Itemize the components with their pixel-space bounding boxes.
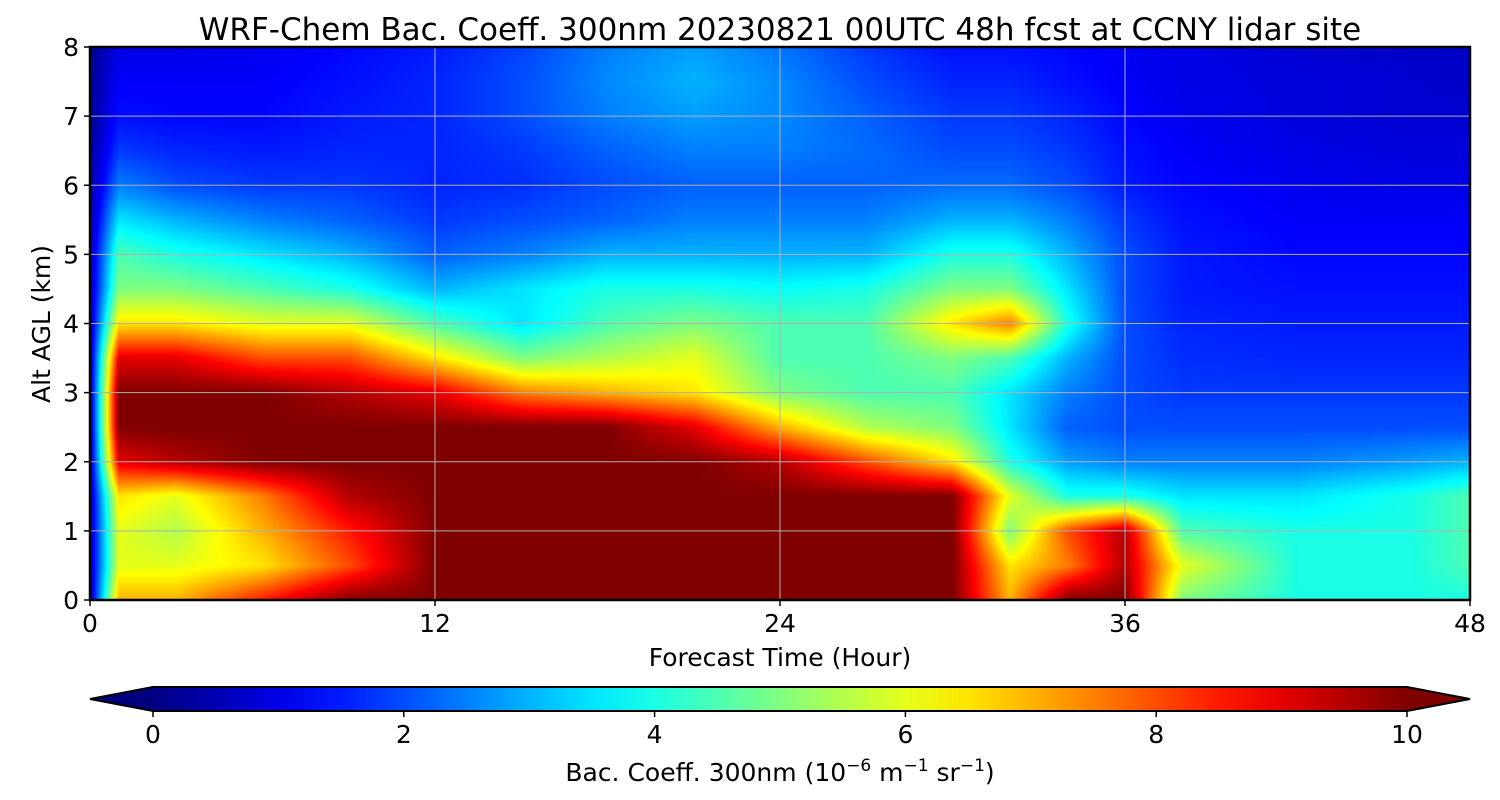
colorbar-gradient (153, 687, 1407, 711)
colorbar-over-arrow (1407, 687, 1470, 711)
colorbar-tick-label: 2 (396, 720, 412, 749)
x-axis-label: Forecast Time (Hour) (649, 643, 912, 672)
colorbar-tick-label: 10 (1391, 720, 1423, 749)
colorbar-ticks: 0 2 4 6 8 10 (145, 711, 1423, 749)
y-tick-label: 5 (63, 240, 79, 269)
y-tick-label: 8 (63, 33, 79, 62)
y-tick-label: 2 (63, 448, 79, 477)
colorbar-tick-label: 4 (647, 720, 663, 749)
x-tick-label: 0 (82, 609, 98, 638)
x-tick-label: 48 (1454, 609, 1486, 638)
y-axis: 0 1 2 3 4 5 6 7 8 (63, 33, 90, 615)
colorbar-tick-label: 6 (897, 720, 913, 749)
colorbar: 0 2 4 6 8 10 Bac. Coeff. 300nm (10−6 m−1 sr−1… (89, 686, 1471, 787)
x-tick-label: 12 (419, 609, 451, 638)
colorbar-under-arrow (90, 687, 153, 711)
plot-area (88, 45, 1472, 602)
colorbar-tick-label: 8 (1148, 720, 1164, 749)
y-tick-label: 1 (63, 517, 79, 546)
x-tick-label: 36 (1109, 609, 1141, 638)
chart-title: WRF-Chem Bac. Coeff. 300nm 20230821 00UT… (199, 12, 1362, 48)
y-tick-label: 4 (63, 310, 79, 339)
y-tick-label: 7 (63, 102, 79, 131)
y-tick-label: 6 (63, 171, 79, 200)
y-axis-label: Alt AGL (km) (27, 245, 56, 403)
x-axis: 0 12 24 36 48 (82, 600, 1486, 638)
colorbar-tick-label: 0 (145, 720, 161, 749)
y-tick-label: 0 (63, 586, 79, 615)
y-tick-label: 3 (63, 379, 79, 408)
colorbar-label: Bac. Coeff. 300nm (10−6 m−1 sr−1) (565, 756, 994, 787)
x-tick-label: 24 (764, 609, 796, 638)
